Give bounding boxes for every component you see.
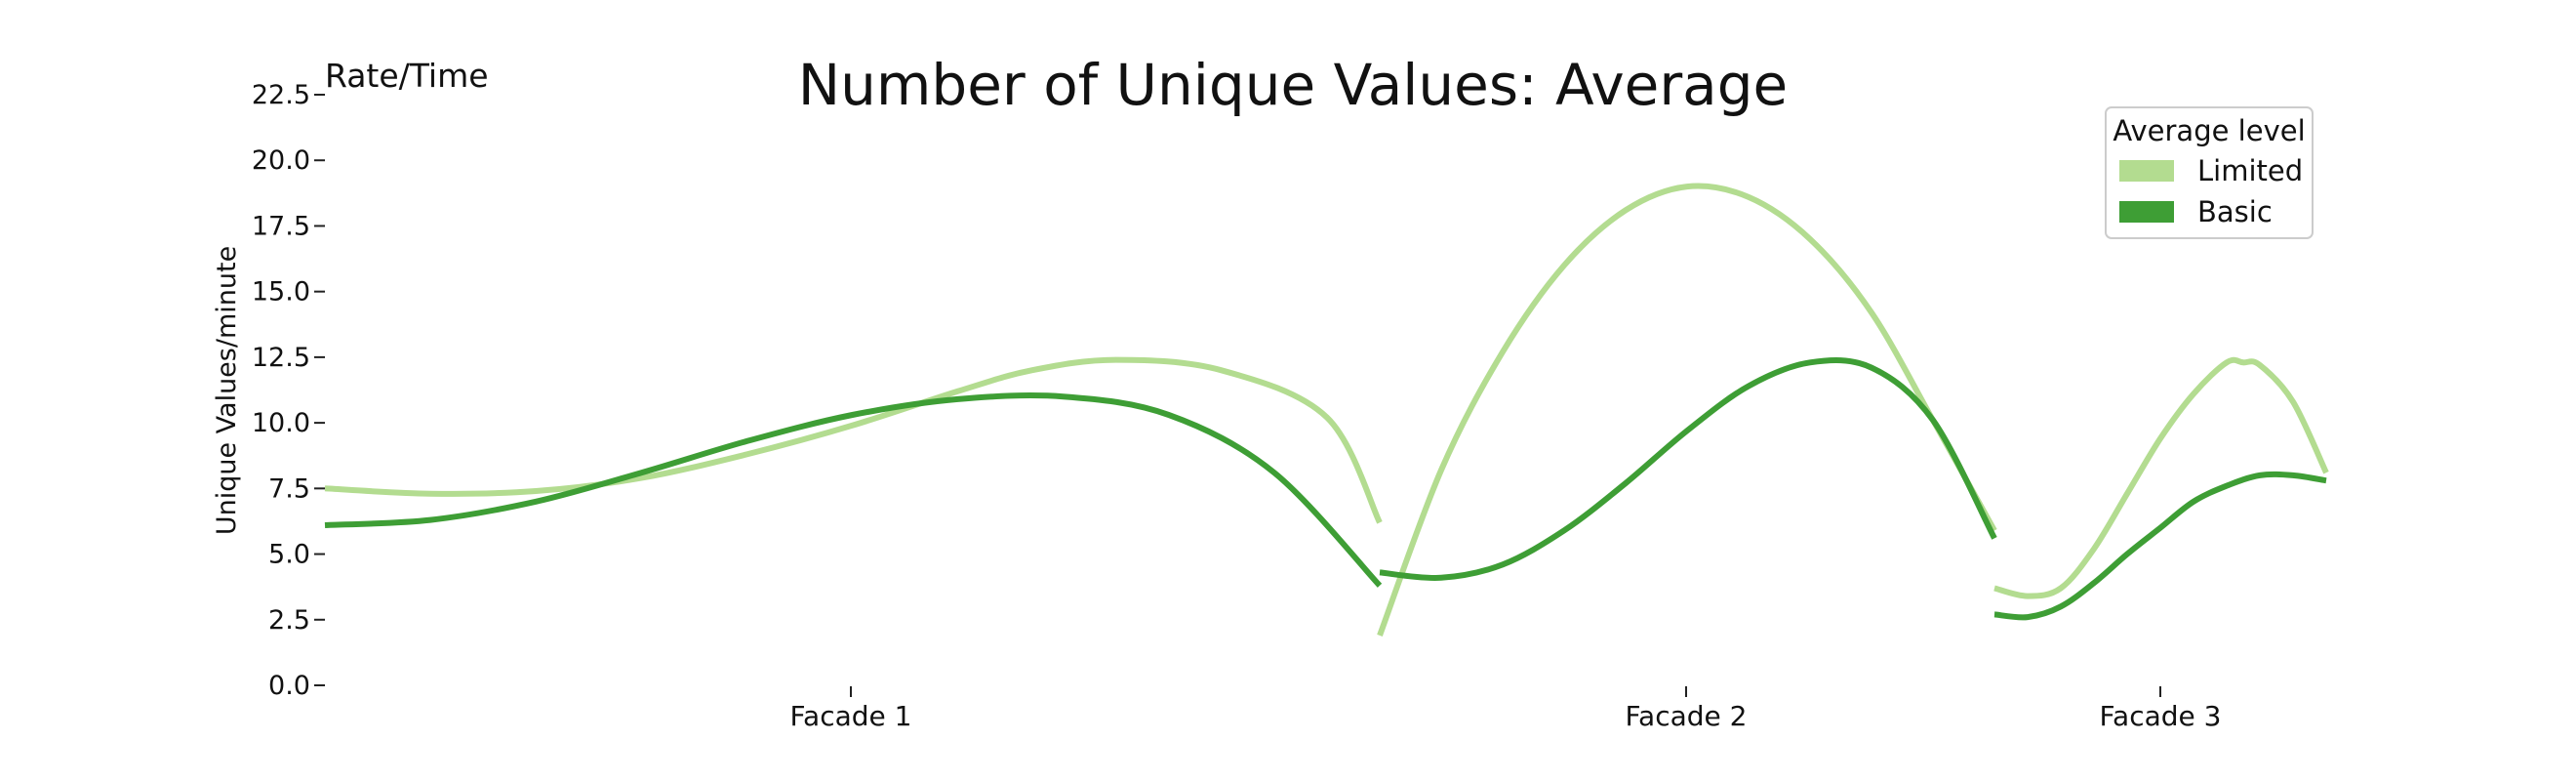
x-axis-ticks: Facade 1 Facade 2 Facade 3 [790, 686, 2222, 732]
y-tick-label: 2.5 [268, 605, 310, 636]
y-tick-label: 7.5 [268, 473, 310, 504]
x-tick-label: Facade 3 [2100, 700, 2222, 732]
series-line-limited-1 [324, 356, 1383, 524]
y-tick-label: 12.5 [252, 343, 310, 373]
legend: Average level Limited Basic [2105, 106, 2314, 239]
legend-label-basic: Basic [2197, 195, 2273, 228]
series-line-basic-2 [1379, 356, 1997, 581]
series-limited [324, 183, 2329, 637]
series-layer [324, 183, 2329, 637]
series-line-limited-2 [1377, 183, 1997, 637]
y-tick-label: 10.0 [252, 408, 310, 438]
legend-title: Average level [2113, 114, 2305, 147]
y-tick-label: 22.5 [252, 80, 310, 110]
series-basic [324, 356, 2327, 621]
x-tick-label: Facade 2 [1626, 700, 1748, 732]
series-line-basic-1 [324, 392, 1383, 588]
y-tick-label: 0.0 [268, 671, 310, 701]
legend-swatch-limited [2119, 160, 2174, 182]
legend-label-limited: Limited [2197, 154, 2303, 187]
y-tick-label: 20.0 [252, 145, 310, 176]
legend-swatch-basic [2119, 201, 2174, 223]
y-axis-ticks: 0.0 2.5 5.0 7.5 10.0 12.5 15.0 17.5 20.0 22.5 [252, 80, 325, 701]
x-tick-label: Facade 1 [790, 700, 912, 732]
corner-label: Rate/Time [325, 57, 489, 95]
series-line-basic-3 [1993, 471, 2327, 621]
y-axis-label: Unique Values/minute [212, 246, 242, 535]
chart-title: Number of Unique Values: Average [798, 52, 1788, 118]
series-line-limited-3 [1993, 356, 2329, 599]
y-tick-label: 5.0 [268, 540, 310, 570]
y-tick-label: 17.5 [252, 211, 310, 241]
y-tick-label: 15.0 [252, 277, 310, 308]
